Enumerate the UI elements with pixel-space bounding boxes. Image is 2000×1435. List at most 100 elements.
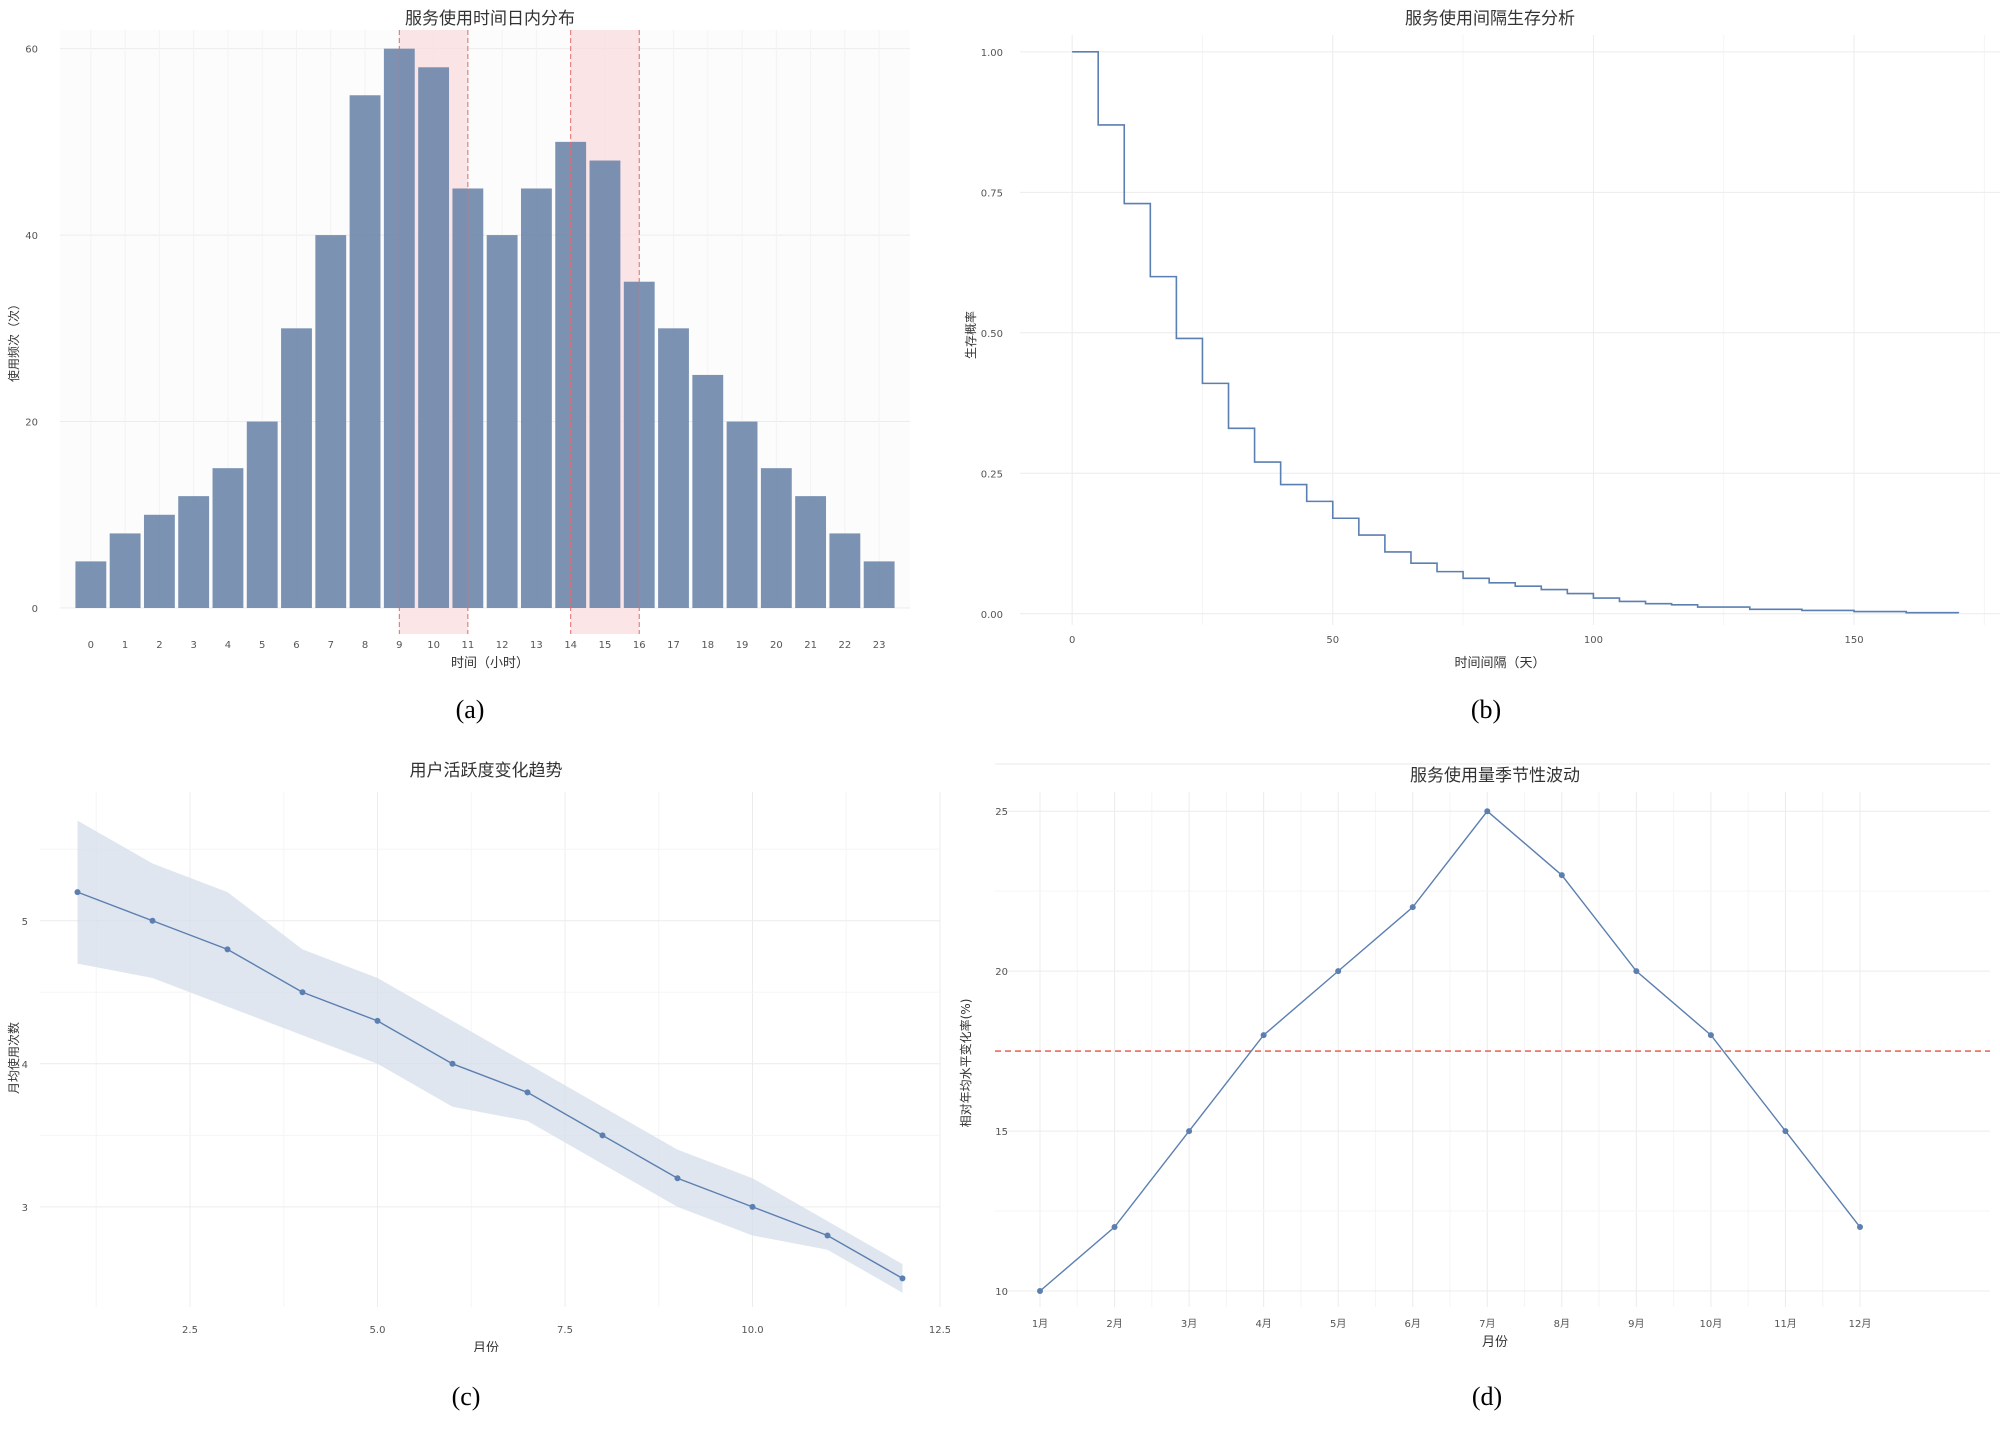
- chart-b-ytick: 0.00: [981, 610, 1003, 621]
- chart-a-xtick: 19: [736, 640, 749, 651]
- chart-a-bar: [178, 496, 210, 608]
- chart-a-bar: [658, 328, 689, 608]
- chart-b-xtick: 100: [1584, 635, 1603, 646]
- chart-a-bar: [281, 328, 312, 608]
- chart-b-ytick: 1.00: [981, 48, 1003, 59]
- chart-d-xlabel: 月份: [1482, 1335, 1508, 1350]
- chart-d-point: [1260, 1032, 1267, 1039]
- chart-d-xtick: 1月: [1032, 1318, 1048, 1330]
- chart-a-title: 服务使用时间日内分布: [405, 8, 575, 29]
- chart-c-xtick: 7.5: [557, 1325, 573, 1336]
- chart-a-bar: [520, 188, 552, 608]
- chart-b-survival: 服务使用间隔生存分析 时间间隔（天） 生存概率 0 50 100 150 0.00 0.2…: [960, 0, 2000, 680]
- chart-a-xtick: 8: [362, 640, 368, 651]
- chart-d-xtick: 4月: [1255, 1318, 1271, 1330]
- chart-d-xtick: 2月: [1106, 1318, 1122, 1330]
- chart-c-xtick: 10.0: [741, 1325, 763, 1336]
- chart-a-bar: [246, 421, 278, 608]
- chart-b-title: 服务使用间隔生存分析: [1405, 8, 1575, 29]
- chart-a-xtick: 2: [156, 640, 162, 651]
- chart-c-point: [224, 946, 231, 953]
- chart-a-bar: [212, 468, 244, 608]
- chart-c-point: [899, 1275, 906, 1282]
- chart-a-xtick: 22: [839, 640, 852, 651]
- chart-a-bar: [829, 533, 861, 608]
- chart-c-ytick: 3: [22, 1203, 28, 1214]
- chart-d-point: [1409, 904, 1416, 911]
- chart-a-bar: [726, 421, 758, 608]
- chart-d-point: [1335, 968, 1342, 975]
- chart-c-point: [449, 1060, 456, 1067]
- chart-a-xtick: 14: [564, 640, 577, 651]
- chart-c-point: [674, 1175, 681, 1182]
- chart-a-xtick: 1: [122, 640, 128, 651]
- chart-d-point: [1484, 808, 1491, 815]
- chart-b-ytick: 0.75: [981, 188, 1003, 199]
- chart-d-xtick: 8月: [1554, 1318, 1570, 1330]
- chart-a-xtick: 12: [496, 640, 509, 651]
- chart-d-xtick: 12月: [1849, 1318, 1872, 1330]
- chart-a-xtick: 13: [530, 640, 543, 651]
- chart-c-point: [374, 1017, 381, 1024]
- chart-a-bar: [109, 533, 141, 608]
- chart-a-xtick: 10: [427, 640, 440, 651]
- chart-c-point: [599, 1132, 606, 1139]
- chart-a-xtick: 9: [396, 640, 402, 651]
- chart-d-point: [1782, 1128, 1789, 1135]
- chart-d-xtick: 10月: [1700, 1318, 1723, 1330]
- chart-b-svg: 服务使用间隔生存分析 时间间隔（天） 生存概率 0 50 100 150 0.00 0.2…: [963, 8, 2000, 671]
- chart-c-ytick: 4: [22, 1060, 28, 1071]
- chart-a-bar: [589, 160, 621, 609]
- chart-d-xtick: 5月: [1330, 1318, 1346, 1330]
- chart-c-ylabel: 月均使用次数: [6, 1022, 21, 1094]
- chart-c-svg: 用户活跃度变化趋势 月份 月均使用次数 2.5 5.0 7.5 10.0 12.5 3 4 5: [6, 761, 951, 1356]
- chart-c-point: [149, 917, 156, 924]
- chart-d-point: [1037, 1288, 1043, 1295]
- chart-a-xtick: 0: [88, 640, 94, 651]
- chart-d-point: [1633, 968, 1640, 975]
- chart-c-confidence-band: [77, 820, 903, 1293]
- chart-a-bar: [863, 561, 895, 608]
- chart-b-survival-line: [1072, 51, 1960, 614]
- chart-a-ylabel: 使用频次（次）: [6, 298, 21, 382]
- chart-b-ytick: 0.50: [981, 329, 1003, 340]
- chart-a-xtick: 18: [701, 640, 714, 651]
- caption-d: (d): [1471, 1382, 1503, 1411]
- chart-a-bar: [418, 67, 450, 608]
- chart-c-title: 用户活跃度变化趋势: [410, 761, 563, 781]
- chart-b-xlabel: 时间间隔（天）: [1454, 656, 1545, 671]
- chart-d-point: [1707, 1032, 1714, 1039]
- chart-a-xtick: 3: [190, 640, 196, 651]
- chart-d-ytick: 20: [995, 967, 1008, 978]
- chart-c-xlabel: 月份: [473, 1341, 499, 1352]
- chart-a-bar: [795, 496, 827, 608]
- chart-c-trend-line: [77, 891, 903, 1279]
- chart-a-xtick: 17: [667, 640, 680, 651]
- chart-a-xtick: 23: [873, 640, 886, 651]
- chart-c-xtick: 12.5: [929, 1325, 950, 1336]
- chart-a-bar: [75, 561, 107, 608]
- chart-a-ytick: 0: [32, 604, 38, 615]
- chart-d-xtick: 6月: [1405, 1318, 1421, 1330]
- chart-d-seasonal: 服务使用量季节性波动 月份 相对年均水平变化率(%) 1月 2月 3月 4月 5月 6月 7…: [955, 730, 2000, 1352]
- chart-b-xtick: 50: [1326, 635, 1339, 646]
- chart-c-point: [524, 1089, 531, 1096]
- chart-d-point: [1186, 1128, 1193, 1135]
- chart-a-bar: [349, 95, 381, 609]
- chart-d-xtick: 9月: [1628, 1318, 1644, 1330]
- chart-a-ytick: 40: [25, 231, 38, 242]
- chart-c-ytick: 5: [22, 917, 28, 928]
- chart-a-xtick: 21: [804, 640, 817, 651]
- caption-c: (c): [451, 1382, 481, 1411]
- chart-a-xtick: 20: [770, 640, 783, 651]
- caption-a: (a): [455, 695, 485, 724]
- chart-a-xtick: 7: [328, 640, 334, 651]
- chart-d-point: [1558, 872, 1565, 879]
- chart-c-point: [74, 889, 81, 896]
- chart-d-point: [1111, 1224, 1118, 1231]
- chart-a-bar: [692, 374, 724, 608]
- chart-a-ytick: 60: [25, 45, 38, 56]
- chart-a-xtick: 15: [599, 640, 612, 651]
- chart-c-point: [824, 1232, 831, 1239]
- chart-c-activity-trend: 用户活跃度变化趋势 月份 月均使用次数 2.5 5.0 7.5 10.0 12.5 3 4 5: [0, 752, 951, 1356]
